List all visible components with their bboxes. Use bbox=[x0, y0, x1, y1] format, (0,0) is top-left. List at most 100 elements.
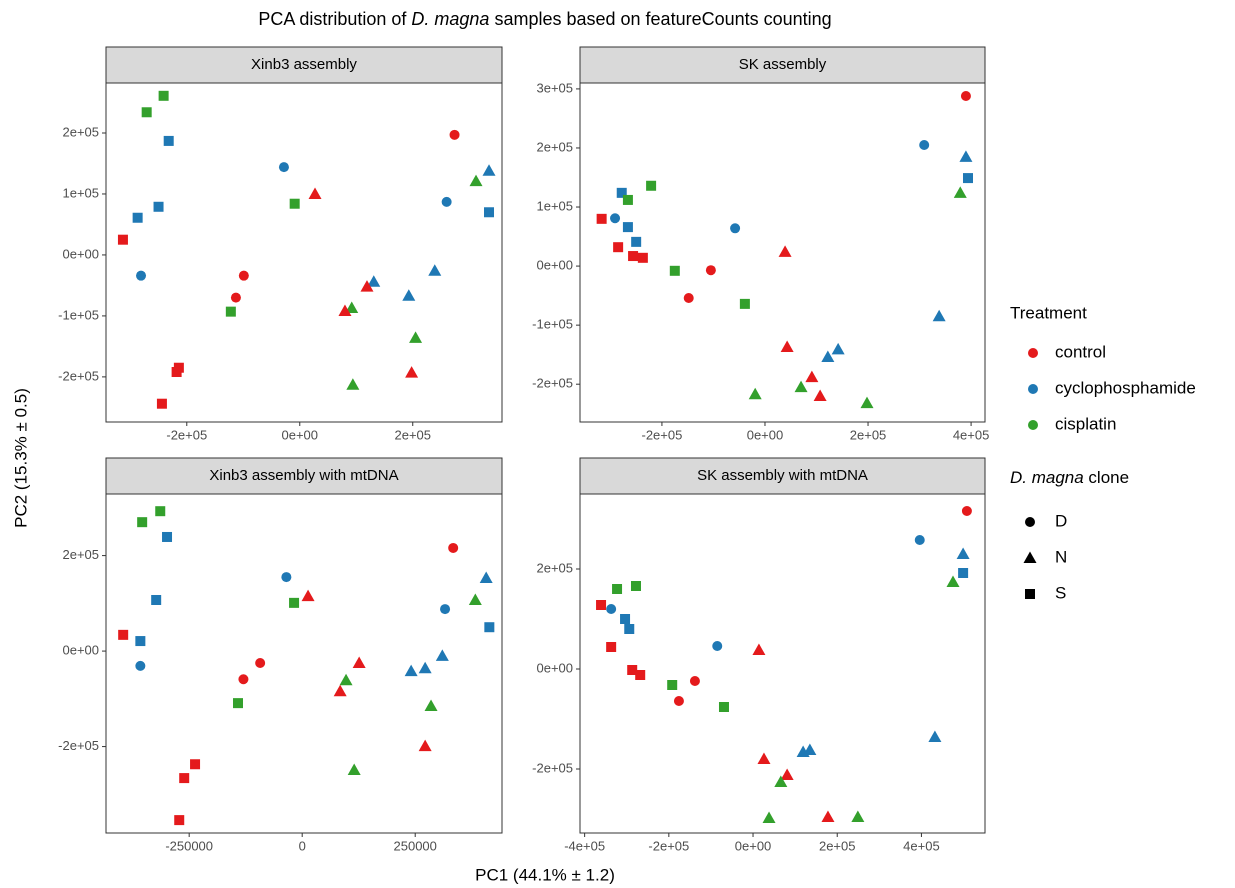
y-tick-label: 0e+00 bbox=[536, 258, 573, 273]
point bbox=[179, 773, 190, 784]
point bbox=[928, 730, 942, 742]
point bbox=[136, 270, 147, 281]
point bbox=[174, 815, 185, 826]
point bbox=[449, 129, 460, 140]
point bbox=[960, 90, 971, 101]
point bbox=[932, 309, 946, 322]
point bbox=[748, 387, 762, 400]
point bbox=[153, 201, 164, 212]
point bbox=[338, 304, 352, 317]
point bbox=[360, 280, 374, 292]
point bbox=[821, 810, 835, 822]
y-tick-label: 1e+05 bbox=[62, 185, 99, 200]
y-tick-label: -2e+05 bbox=[532, 376, 573, 391]
y-tick-label: 2e+05 bbox=[62, 124, 99, 139]
point bbox=[813, 389, 827, 402]
point bbox=[780, 768, 794, 780]
point bbox=[739, 298, 750, 309]
y-tick-label: 3e+05 bbox=[536, 80, 573, 95]
point bbox=[637, 252, 648, 263]
chart-title: PCA distribution of D. magna samples bas… bbox=[258, 9, 831, 29]
y-tick-label: 0e+00 bbox=[62, 643, 99, 658]
y-tick-label: 2e+05 bbox=[536, 560, 573, 575]
y-tick-label: -2e+05 bbox=[532, 760, 573, 775]
x-tick-label: 2e+05 bbox=[819, 838, 856, 853]
point bbox=[956, 547, 970, 559]
point bbox=[851, 810, 865, 822]
text-part: samples based on featureCounts counting bbox=[489, 9, 831, 29]
x-tick-label: -2e+05 bbox=[648, 838, 689, 853]
legend-label: cisplatin bbox=[1055, 414, 1116, 433]
point bbox=[959, 150, 973, 162]
x-tick-label: 0 bbox=[299, 838, 306, 853]
point bbox=[635, 670, 646, 680]
point bbox=[155, 506, 166, 517]
x-tick-label: -2e+05 bbox=[166, 427, 207, 442]
point bbox=[156, 398, 167, 409]
text-part: clone bbox=[1084, 468, 1129, 487]
point bbox=[441, 196, 452, 207]
point bbox=[606, 642, 617, 652]
point bbox=[405, 366, 419, 378]
point bbox=[914, 535, 925, 545]
point bbox=[333, 684, 347, 697]
legend-marker bbox=[1025, 517, 1035, 527]
point bbox=[345, 301, 359, 313]
point bbox=[163, 135, 174, 146]
strip-label: SK assembly bbox=[739, 56, 827, 73]
y-tick-label: -1e+05 bbox=[532, 317, 573, 332]
strip bbox=[105, 457, 503, 495]
x-tick-label: 0e+00 bbox=[282, 427, 319, 442]
legend-label: D bbox=[1055, 511, 1067, 530]
point bbox=[132, 212, 143, 223]
point bbox=[630, 581, 641, 591]
point bbox=[705, 265, 716, 276]
point bbox=[225, 306, 236, 317]
point bbox=[752, 643, 766, 655]
point bbox=[171, 367, 182, 378]
point bbox=[230, 292, 241, 303]
point bbox=[821, 350, 835, 363]
point bbox=[137, 517, 148, 528]
point bbox=[803, 743, 817, 755]
point bbox=[162, 531, 173, 542]
point bbox=[860, 396, 874, 409]
point bbox=[289, 198, 300, 209]
point bbox=[289, 597, 300, 608]
legend-label: S bbox=[1055, 583, 1066, 602]
x-tick-label: -2e+05 bbox=[642, 427, 683, 442]
point bbox=[961, 506, 972, 516]
point bbox=[683, 292, 694, 303]
point bbox=[762, 811, 776, 823]
point bbox=[418, 661, 432, 674]
x-tick-label: 2e+05 bbox=[850, 427, 887, 442]
point bbox=[469, 174, 483, 187]
legend-title: D. magna clone bbox=[1010, 468, 1129, 487]
strip-label: SK assembly with mtDNA bbox=[697, 467, 868, 484]
point bbox=[631, 236, 642, 247]
legend-label: N bbox=[1055, 547, 1067, 566]
legend-marker bbox=[1025, 589, 1035, 599]
point bbox=[757, 752, 771, 764]
strip-label: Xinb3 assembly with mtDNA bbox=[209, 467, 398, 484]
point bbox=[667, 680, 678, 690]
point bbox=[238, 270, 249, 281]
point bbox=[141, 107, 152, 118]
point bbox=[606, 604, 617, 614]
point bbox=[596, 213, 607, 224]
text-part: D. magna bbox=[1010, 468, 1084, 487]
x-axis-title: PC1 (44.1% ± 1.2) bbox=[475, 865, 615, 884]
legend-label: cyclophosphamide bbox=[1055, 378, 1196, 397]
point bbox=[135, 660, 146, 671]
point bbox=[805, 370, 819, 383]
point bbox=[484, 622, 495, 633]
point bbox=[730, 223, 741, 234]
text-part: D. magna bbox=[411, 9, 489, 29]
point bbox=[424, 699, 438, 711]
legend-label: control bbox=[1055, 342, 1106, 361]
point bbox=[712, 641, 723, 651]
point bbox=[780, 340, 794, 352]
strip-label: Xinb3 assembly bbox=[251, 56, 357, 73]
panel bbox=[579, 493, 986, 834]
